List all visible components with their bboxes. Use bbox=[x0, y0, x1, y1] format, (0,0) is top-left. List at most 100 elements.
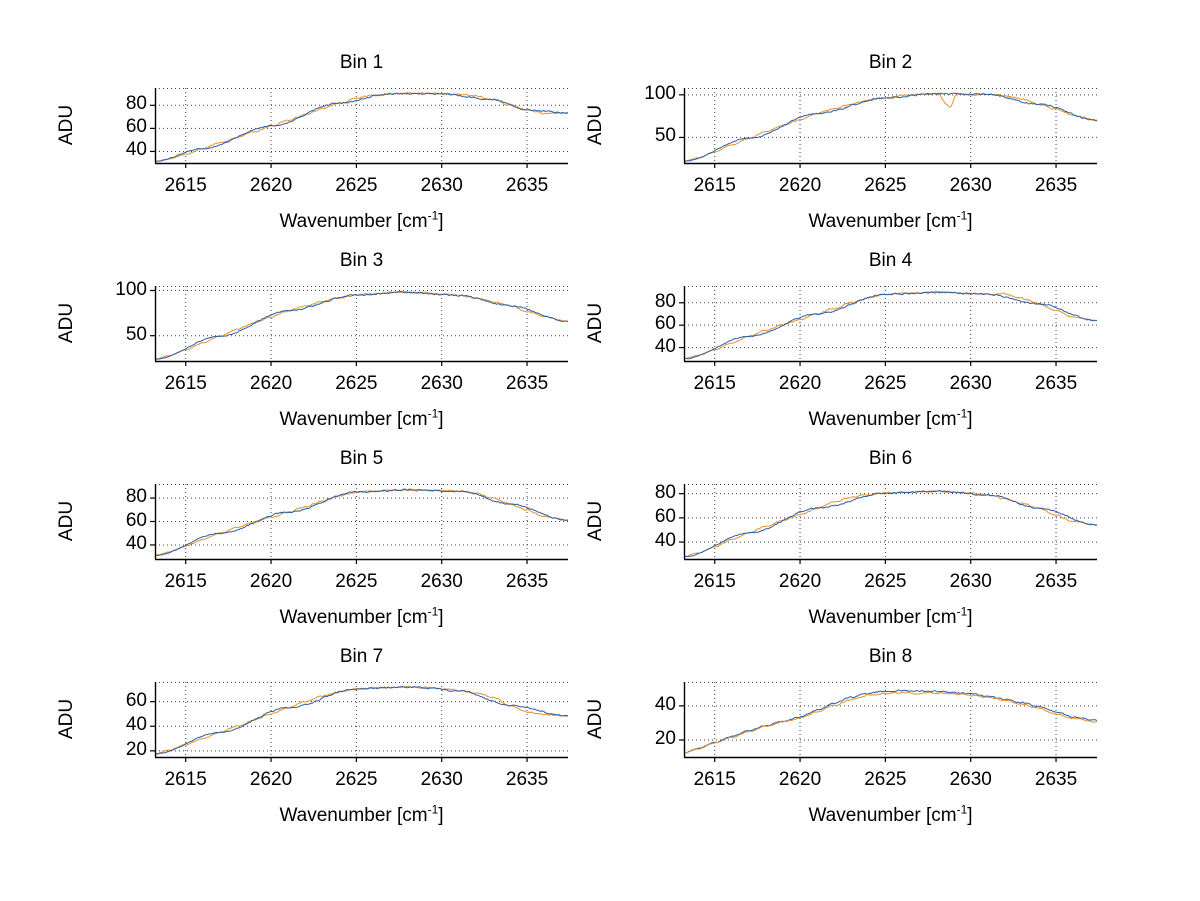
x-axis-label-exponent: -1 bbox=[956, 604, 968, 619]
data-trace bbox=[154, 291, 569, 360]
y-tick-label: 100 bbox=[115, 278, 147, 300]
x-tick-label: 2625 bbox=[335, 571, 378, 592]
subplot-panel: Bin 1 40 60 80 2615 2620 2625 2630 2635 ADU Wavenu… bbox=[56, 52, 569, 232]
x-tick-label: 2615 bbox=[693, 373, 736, 394]
subplot-panel: Bin 8 20 40 2615 2620 2625 2630 2635 ADU Wavenumb… bbox=[585, 646, 1098, 826]
x-axis-label-suffix: ] bbox=[438, 607, 444, 628]
subplot-title: Bin 7 bbox=[339, 646, 384, 667]
x-axis-label-prefix: Wavenumber [cm bbox=[808, 211, 957, 232]
x-tick-label: 2630 bbox=[420, 175, 463, 196]
subplot-title: Bin 6 bbox=[868, 448, 913, 469]
x-tick-label: 2625 bbox=[864, 769, 907, 790]
y-tick-label: 40 bbox=[654, 530, 676, 552]
y-tick-label: 20 bbox=[125, 738, 147, 760]
subplot-panel: Bin 5 40 60 80 2615 2620 2625 2630 2635 ADU Wavenu… bbox=[56, 448, 569, 628]
subplot-title: Bin 4 bbox=[868, 250, 913, 271]
y-axis-label: ADU bbox=[56, 698, 77, 739]
y-tick-label: 100 bbox=[644, 82, 676, 104]
x-tick-label: 2625 bbox=[335, 175, 378, 196]
x-axis-label: Wavenumber [cm-1] bbox=[155, 210, 568, 233]
subplot-title: Bin 8 bbox=[868, 646, 913, 667]
x-axis-label-suffix: ] bbox=[967, 211, 973, 232]
y-axis-label: ADU bbox=[585, 104, 606, 145]
x-axis-label-exponent: -1 bbox=[427, 406, 439, 421]
data-trace bbox=[154, 685, 569, 755]
subplot-title: Bin 5 bbox=[339, 448, 384, 469]
x-tick-label: 2635 bbox=[505, 769, 549, 790]
x-tick-label: 2635 bbox=[1034, 175, 1078, 196]
x-tick-label: 2615 bbox=[693, 769, 736, 790]
x-tick-label: 2630 bbox=[420, 571, 463, 592]
subplot-panel: Bin 7 20 40 60 2615 2620 2625 2630 2635 ADU Wavenu… bbox=[56, 646, 569, 826]
y-tick-label: 60 bbox=[654, 313, 676, 335]
x-axis-label: Wavenumber [cm-1] bbox=[684, 604, 1097, 629]
x-axis-label-exponent: -1 bbox=[956, 406, 968, 421]
x-axis-label: Wavenumber [cm-1] bbox=[155, 802, 568, 827]
subplot-title: Bin 2 bbox=[868, 52, 913, 73]
data-trace bbox=[683, 290, 1098, 360]
y-tick-label: 60 bbox=[125, 689, 147, 711]
data-trace bbox=[683, 291, 1098, 360]
x-tick-label: 2635 bbox=[1034, 373, 1078, 394]
data-trace bbox=[154, 488, 569, 557]
x-axis-label-prefix: Wavenumber [cm bbox=[808, 607, 957, 628]
x-axis-label-suffix: ] bbox=[438, 409, 444, 430]
x-tick-label: 2635 bbox=[1034, 769, 1078, 790]
plot-area bbox=[150, 286, 569, 366]
x-tick-label: 2620 bbox=[249, 175, 293, 196]
x-axis-label-exponent: -1 bbox=[427, 604, 439, 619]
y-tick-label: 80 bbox=[125, 93, 147, 115]
data-trace bbox=[154, 488, 569, 556]
x-tick-label: 2625 bbox=[864, 571, 907, 592]
x-axis-label-exponent: -1 bbox=[427, 802, 439, 817]
data-trace bbox=[154, 685, 569, 755]
x-axis-label-suffix: ] bbox=[438, 805, 444, 826]
x-axis-label-prefix: Wavenumber [cm bbox=[279, 409, 428, 430]
x-axis-label-prefix: Wavenumber [cm bbox=[279, 805, 428, 826]
y-tick-label: 80 bbox=[654, 481, 676, 503]
x-tick-label: 2620 bbox=[778, 373, 822, 394]
x-tick-label: 2620 bbox=[249, 373, 293, 394]
x-axis-label: Wavenumber [cm-1] bbox=[684, 210, 1097, 233]
subplot-title: Bin 3 bbox=[339, 250, 384, 271]
x-tick-label: 2620 bbox=[778, 571, 822, 592]
x-axis-label-prefix: Wavenumber [cm bbox=[808, 805, 957, 826]
x-axis-label: Wavenumber [cm-1] bbox=[155, 406, 568, 431]
x-tick-label: 2630 bbox=[949, 373, 992, 394]
y-tick-label: 40 bbox=[125, 714, 147, 736]
x-axis-label-suffix: ] bbox=[967, 409, 973, 430]
x-tick-label: 2615 bbox=[164, 571, 207, 592]
data-trace bbox=[683, 490, 1098, 558]
data-trace bbox=[683, 92, 1098, 162]
y-axis-label: ADU bbox=[585, 698, 606, 739]
x-tick-label: 2625 bbox=[864, 175, 907, 196]
y-tick-label: 50 bbox=[125, 323, 147, 345]
y-tick-label: 40 bbox=[654, 335, 676, 357]
x-axis-label: Wavenumber [cm-1] bbox=[684, 804, 1097, 827]
x-axis-label-suffix: ] bbox=[438, 211, 444, 232]
y-tick-label: 60 bbox=[125, 116, 147, 138]
y-tick-label: 40 bbox=[125, 532, 147, 554]
plot-area bbox=[679, 286, 1098, 366]
x-tick-label: 2615 bbox=[164, 769, 207, 790]
x-axis-label-suffix: ] bbox=[967, 607, 973, 628]
y-axis-label: ADU bbox=[585, 500, 606, 541]
x-axis-label-prefix: Wavenumber [cm bbox=[279, 607, 428, 628]
subplot-title: Bin 1 bbox=[339, 52, 384, 73]
x-axis-label-prefix: Wavenumber [cm bbox=[808, 409, 957, 430]
x-axis-label: Wavenumber [cm-1] bbox=[684, 406, 1097, 431]
subplot-panel: Bin 6 40 60 80 2615 2620 2625 2630 2635 ADU Wavenu… bbox=[585, 448, 1098, 628]
x-tick-label: 2635 bbox=[505, 373, 549, 394]
x-tick-label: 2630 bbox=[949, 571, 992, 592]
x-tick-label: 2615 bbox=[164, 373, 207, 394]
x-axis-label-prefix: Wavenumber [cm bbox=[279, 211, 428, 232]
x-tick-label: 2630 bbox=[420, 373, 463, 394]
y-axis-label: ADU bbox=[56, 302, 77, 343]
x-tick-label: 2635 bbox=[505, 175, 549, 196]
y-tick-label: 80 bbox=[654, 290, 676, 312]
plot-area bbox=[679, 682, 1098, 762]
x-tick-label: 2625 bbox=[335, 373, 378, 394]
data-trace bbox=[683, 689, 1098, 754]
y-axis-label: ADU bbox=[56, 500, 77, 541]
